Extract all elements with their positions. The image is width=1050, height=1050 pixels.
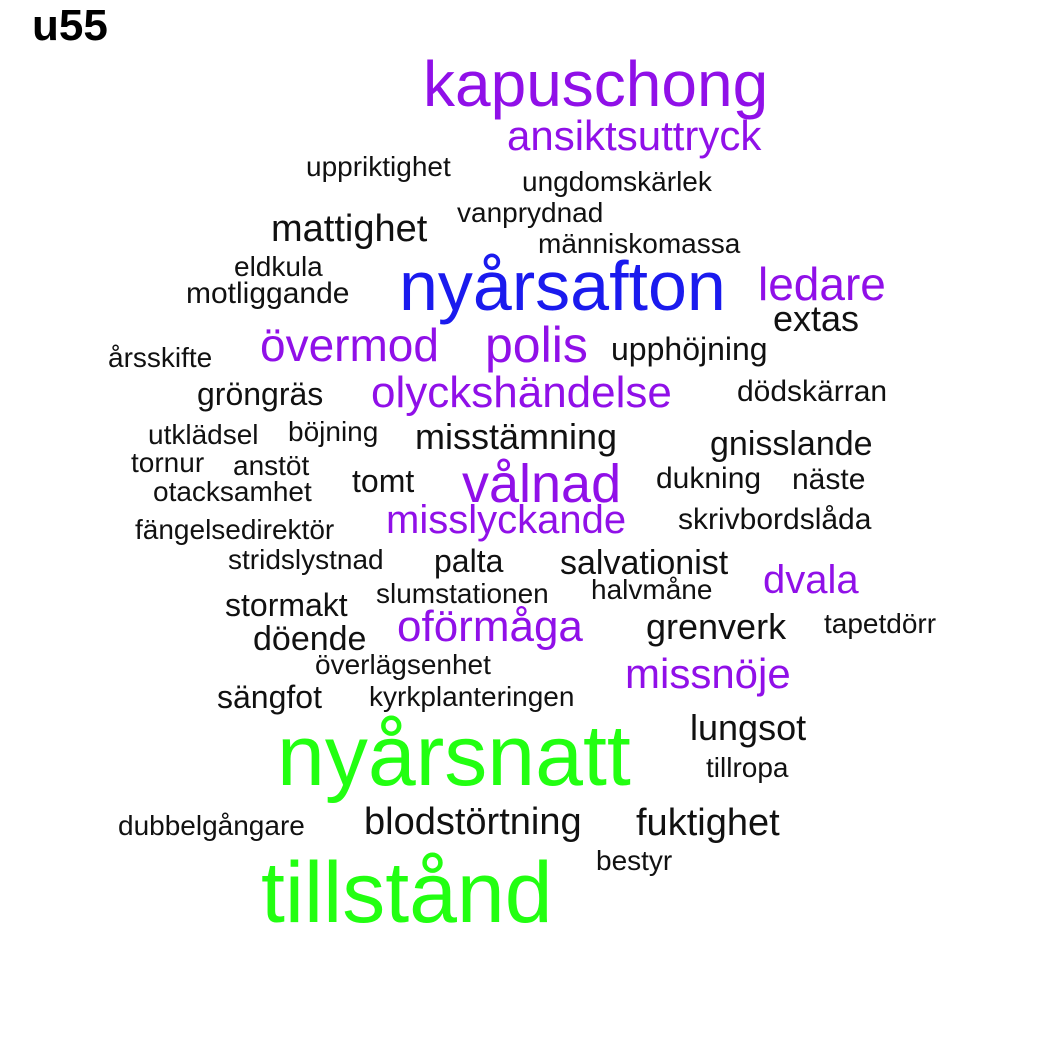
cloud-word: årsskifte — [108, 342, 213, 373]
cloud-word: dubbelgångare — [118, 810, 305, 841]
cloud-word: vålnad — [462, 454, 622, 514]
cloud-word: utklädsel — [148, 419, 259, 450]
cloud-word: polis — [485, 317, 588, 373]
cloud-word: nyårsnatt — [277, 708, 631, 804]
cloud-word: misstämning — [415, 416, 618, 457]
cloud-word: näste — [792, 463, 866, 496]
cloud-word: kapuschong — [423, 48, 769, 120]
cloud-word: stridslystnad — [228, 544, 384, 575]
cloud-word: böjning — [288, 416, 379, 447]
cloud-word: tomt — [352, 463, 415, 499]
cloud-word: gröngräs — [197, 376, 324, 412]
cloud-word: människomassa — [538, 228, 741, 259]
cloud-word: halvmåne — [591, 574, 713, 605]
cloud-word: sängfot — [217, 679, 322, 715]
cloud-word: tillstånd — [261, 845, 553, 941]
cloud-word: fuktighet — [636, 802, 780, 844]
cloud-word: palta — [434, 543, 504, 579]
cloud-word: dvala — [763, 558, 859, 602]
cloud-title: u55 — [32, 1, 108, 50]
cloud-word: stormakt — [225, 587, 348, 623]
cloud-word: övermod — [260, 319, 439, 371]
cloud-word: salvationist — [560, 544, 729, 582]
cloud-word: slumstationen — [376, 578, 549, 609]
cloud-word: fängelsedirektör — [135, 514, 335, 545]
cloud-word: tillropa — [706, 752, 789, 783]
cloud-word: gnisslande — [710, 425, 873, 463]
cloud-word: upphöjning — [611, 331, 768, 367]
cloud-word: vanprydnad — [457, 197, 604, 228]
cloud-word: extas — [773, 298, 860, 339]
cloud-word: överlägsenhet — [315, 649, 491, 680]
cloud-word: missnöje — [625, 650, 791, 697]
cloud-word: skrivbordslåda — [678, 503, 872, 536]
cloud-word: otacksamhet — [153, 476, 312, 507]
cloud-word: uppriktighet — [306, 151, 451, 182]
cloud-word: dukning — [656, 462, 762, 495]
cloud-word: grenverk — [646, 606, 787, 647]
cloud-word: anstöt — [233, 450, 310, 481]
cloud-word: tapetdörr — [824, 608, 937, 639]
cloud-word: kyrkplanteringen — [369, 681, 575, 712]
cloud-word: ungdomskärlek — [522, 166, 712, 197]
cloud-word: ledare — [758, 258, 886, 310]
cloud-word: lungsot — [690, 707, 807, 748]
cloud-word: dödskärran — [737, 375, 888, 408]
cloud-word: bestyr — [596, 845, 673, 876]
cloud-word: motliggande — [186, 277, 350, 310]
cloud-word: blodstörtning — [364, 801, 582, 843]
cloud-word: mattighet — [271, 208, 428, 250]
cloud-word: tornur — [131, 447, 205, 478]
cloud-word: döende — [253, 620, 367, 658]
cloud-word: ansiktsuttryck — [507, 112, 762, 159]
cloud-word: nyårsafton — [399, 247, 726, 325]
cloud-word: misslyckande — [386, 498, 627, 542]
cloud-word: oförmåga — [397, 602, 583, 651]
cloud-word: eldkula — [234, 251, 323, 282]
cloud-word: olyckshändelse — [371, 368, 672, 417]
